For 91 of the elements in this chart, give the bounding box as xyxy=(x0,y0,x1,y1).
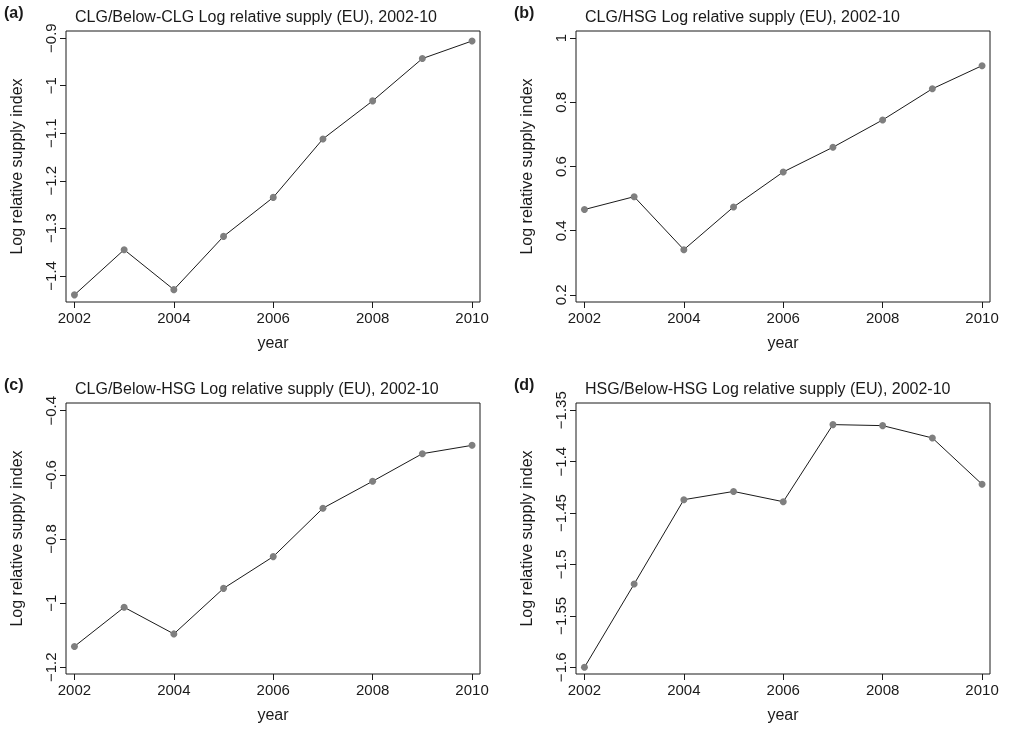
x-tick-label: 2008 xyxy=(355,681,390,698)
point xyxy=(170,286,178,294)
y-tick-label: −1.5 xyxy=(552,549,569,580)
point xyxy=(978,62,986,70)
chart-title: CLG/Below-CLG Log relative supply (EU), 2002-10 xyxy=(75,7,438,25)
point xyxy=(928,434,936,442)
point xyxy=(70,642,78,650)
point xyxy=(829,421,837,429)
y-axis-title: Log relative supply index xyxy=(517,450,535,627)
y-tick-label: −0.9 xyxy=(42,23,59,53)
point xyxy=(468,441,476,449)
point xyxy=(369,97,377,105)
y-tick-label: −1.35 xyxy=(552,391,569,430)
x-tick-label: 2004 xyxy=(157,681,191,698)
y-tick-label: 1 xyxy=(552,33,569,43)
point xyxy=(170,630,178,638)
point xyxy=(730,487,738,495)
x-axis-title: year xyxy=(257,333,290,351)
y-tick-label: −1.1 xyxy=(42,118,59,149)
y-axis-title: Log relative supply index xyxy=(7,450,25,627)
point xyxy=(928,85,936,93)
point xyxy=(829,143,837,151)
x-tick-label: 2006 xyxy=(256,681,290,698)
y-tick-label: −1.45 xyxy=(552,494,569,533)
x-tick-label: 2010 xyxy=(455,309,489,326)
point xyxy=(418,55,426,63)
y-tick-label: −1.3 xyxy=(42,213,59,244)
y-tick-label: −0.4 xyxy=(42,395,59,426)
point xyxy=(879,422,887,430)
point xyxy=(120,246,128,254)
chart-title: CLG/Below-HSG Log relative supply (EU), 2002-10 xyxy=(75,379,439,397)
y-tick-label: −1.4 xyxy=(552,446,569,477)
x-tick-label: 2006 xyxy=(766,309,800,326)
point xyxy=(730,203,738,211)
y-tick-label: 0.8 xyxy=(552,91,569,113)
y-axis-title: Log relative supply index xyxy=(517,78,535,255)
point xyxy=(978,480,986,488)
point xyxy=(418,450,426,458)
x-axis-title: year xyxy=(767,333,800,351)
y-tick-label: −1.2 xyxy=(42,165,59,196)
point xyxy=(319,504,327,512)
x-tick-label: 2008 xyxy=(865,309,900,326)
x-tick-label: 2006 xyxy=(766,681,800,698)
point xyxy=(680,246,688,254)
x-tick-label: 2002 xyxy=(567,681,602,698)
y-tick-label: −0.8 xyxy=(42,524,59,554)
point xyxy=(70,291,78,299)
point xyxy=(680,496,688,504)
point xyxy=(269,193,277,201)
chart-title: HSG/Below-HSG Log relative supply (EU), 2002-10 xyxy=(585,379,951,397)
x-axis-title: year xyxy=(257,705,290,723)
y-tick-label: −1.4 xyxy=(42,261,59,291)
point xyxy=(220,232,228,240)
x-tick-label: 2010 xyxy=(965,309,999,326)
x-tick-label: 2010 xyxy=(965,681,999,698)
x-tick-label: 2002 xyxy=(567,309,602,326)
x-tick-label: 2008 xyxy=(865,681,900,698)
text: (d) xyxy=(514,375,535,393)
x-tick-label: 2004 xyxy=(667,309,701,326)
point xyxy=(369,477,377,485)
chart-title: CLG/HSG Log relative supply (EU), 2002-10 xyxy=(585,7,900,25)
text: (b) xyxy=(514,3,535,21)
point xyxy=(779,498,787,506)
text: (c) xyxy=(4,375,24,393)
point xyxy=(630,193,638,201)
x-tick-label: 2006 xyxy=(256,309,290,326)
point xyxy=(120,603,128,611)
x-tick-label: 2010 xyxy=(455,681,489,698)
y-tick-label: −1.55 xyxy=(552,596,569,635)
y-axis-title: Log relative supply index xyxy=(7,78,25,255)
x-tick-label: 2008 xyxy=(355,309,390,326)
x-tick-label: 2002 xyxy=(57,681,92,698)
text: (a) xyxy=(4,3,24,21)
y-tick-label: −1 xyxy=(42,594,59,612)
y-tick-label: −0.6 xyxy=(42,460,59,490)
y-tick-label: −1 xyxy=(42,77,59,95)
x-axis-title: year xyxy=(767,705,800,723)
y-tick-label: −1.2 xyxy=(42,652,59,683)
x-tick-label: 2002 xyxy=(57,309,92,326)
point xyxy=(779,168,787,176)
x-tick-label: 2004 xyxy=(667,681,701,698)
y-tick-label: 0.2 xyxy=(552,284,569,306)
y-tick-label: 0.6 xyxy=(552,156,569,177)
point xyxy=(269,553,277,561)
point xyxy=(580,206,588,214)
point xyxy=(580,663,588,671)
y-tick-label: 0.4 xyxy=(552,220,569,242)
point xyxy=(879,116,887,124)
x-tick-label: 2004 xyxy=(157,309,191,326)
y-tick-label: −1.6 xyxy=(552,652,569,683)
point xyxy=(220,584,228,592)
